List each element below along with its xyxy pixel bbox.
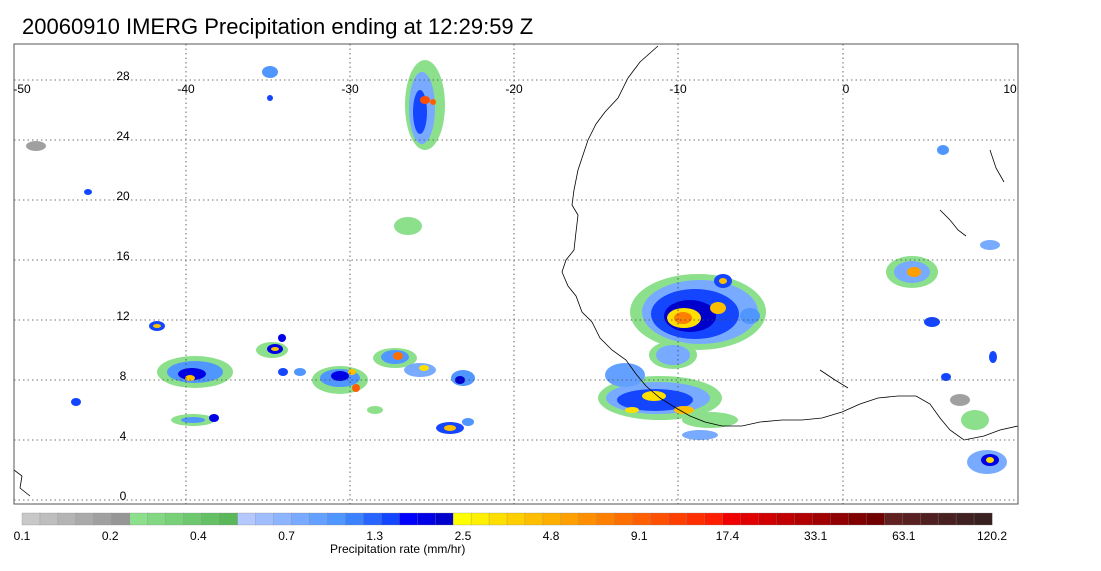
colorbar-swatch [542, 512, 562, 526]
colorbar-swatch [434, 512, 454, 526]
colorbar-swatch [237, 512, 256, 526]
colorbar-swatch [794, 512, 813, 526]
colorbar-swatch [650, 512, 670, 526]
colorbar-swatch [363, 512, 382, 526]
colorbar-swatch [776, 512, 795, 526]
lon-tick-label: -20 [505, 82, 523, 96]
lon-labels: -50 -40 -30 -20 -10 0 10 [13, 82, 1017, 96]
colorbar-swatch [381, 512, 400, 526]
coastline [14, 45, 1018, 497]
colorbar-swatch [345, 512, 364, 526]
colorbar-swatch [920, 512, 939, 526]
colorbar-tick-label: 0.7 [278, 529, 295, 543]
colorbar-swatch [291, 512, 310, 526]
colorbar-swatch [740, 512, 759, 526]
lat-tick-label: 4 [120, 429, 127, 443]
colorbar-swatch [668, 512, 688, 526]
colorbar-swatch [93, 512, 113, 526]
precipitation-field [26, 60, 1007, 474]
colorbar-tick-label: 9.1 [631, 529, 648, 543]
colorbar-swatch [129, 512, 149, 526]
colorbar [21, 512, 993, 526]
map-title: 20060910 IMERG Precipitation ending at 1… [22, 14, 534, 39]
colorbar-swatch [183, 512, 203, 526]
colorbar-tick-label: 120.2 [977, 529, 1007, 543]
colorbar-swatch [219, 512, 238, 526]
lon-tick-label: 10 [1003, 82, 1017, 96]
lon-tick-label: 0 [843, 82, 850, 96]
colorbar-tick-label: 0.2 [102, 529, 119, 543]
colorbar-swatch [578, 512, 598, 526]
colorbar-labels: 0.1 0.2 0.4 0.7 1.3 2.5 4.8 9.1 17.4 33.1 63.1 120.… [14, 529, 1008, 543]
colorbar-swatch [309, 512, 328, 526]
colorbar-swatch [902, 512, 921, 526]
colorbar-swatch [417, 512, 436, 526]
lat-tick-label: 0 [120, 489, 127, 503]
colorbar-swatch [686, 512, 706, 526]
lon-tick-label: -30 [341, 82, 359, 96]
colorbar-tick-label: 2.5 [455, 529, 472, 543]
colorbar-tick-label: 17.4 [716, 529, 740, 543]
colorbar-swatch [488, 512, 508, 526]
colorbar-tick-label: 33.1 [804, 529, 828, 543]
colorbar-swatch [57, 512, 77, 526]
colorbar-swatch [399, 512, 418, 526]
colorbar-swatch [147, 512, 167, 526]
colorbar-swatch [327, 512, 346, 526]
colorbar-swatch [470, 512, 490, 526]
colorbar-swatch [955, 512, 975, 526]
lat-tick-label: 20 [116, 189, 130, 203]
colorbar-swatch [866, 512, 885, 526]
colorbar-title: Precipitation rate (mm/hr) [330, 542, 466, 556]
colorbar-tick-label: 0.1 [14, 529, 31, 543]
map-frame [13, 43, 1019, 505]
colorbar-swatch [21, 512, 41, 526]
colorbar-tick-label: 63.1 [892, 529, 916, 543]
colorbar-swatch [812, 512, 831, 526]
colorbar-swatch [39, 512, 59, 526]
colorbar-swatch [830, 512, 849, 526]
lon-tick-label: -40 [177, 82, 195, 96]
colorbar-swatch [524, 512, 544, 526]
colorbar-swatch [273, 512, 292, 526]
colorbar-swatch [614, 512, 634, 526]
colorbar-swatch [848, 512, 867, 526]
colorbar-tick-label: 0.4 [190, 529, 207, 543]
colorbar-swatch [632, 512, 652, 526]
colorbar-swatch [111, 512, 131, 526]
colorbar-swatch [506, 512, 526, 526]
colorbar-tick-label: 4.8 [543, 529, 560, 543]
lat-tick-label: 24 [116, 129, 130, 143]
colorbar-swatch [758, 512, 777, 526]
colorbar-swatch [722, 512, 741, 526]
colorbar-swatch [596, 512, 616, 526]
colorbar-tick-label: 1.3 [366, 529, 383, 543]
graticule [14, 44, 1018, 504]
colorbar-swatch [452, 512, 472, 526]
lat-labels: 0 4 8 12 16 20 24 28 [116, 69, 130, 503]
colorbar-swatch [973, 512, 993, 526]
lat-tick-label: 12 [116, 309, 130, 323]
colorbar-swatch [201, 512, 221, 526]
colorbar-swatch [255, 512, 274, 526]
lat-tick-label: 16 [116, 249, 130, 263]
lon-tick-label: -10 [669, 82, 687, 96]
lat-tick-label: 8 [120, 369, 127, 383]
lon-tick-label: -50 [13, 82, 31, 96]
colorbar-swatch [75, 512, 95, 526]
lat-tick-label: 28 [116, 69, 130, 83]
colorbar-swatch [560, 512, 580, 526]
colorbar-swatch [884, 512, 903, 526]
colorbar-swatch [937, 512, 957, 526]
colorbar-swatch [704, 512, 724, 526]
colorbar-swatch [165, 512, 185, 526]
